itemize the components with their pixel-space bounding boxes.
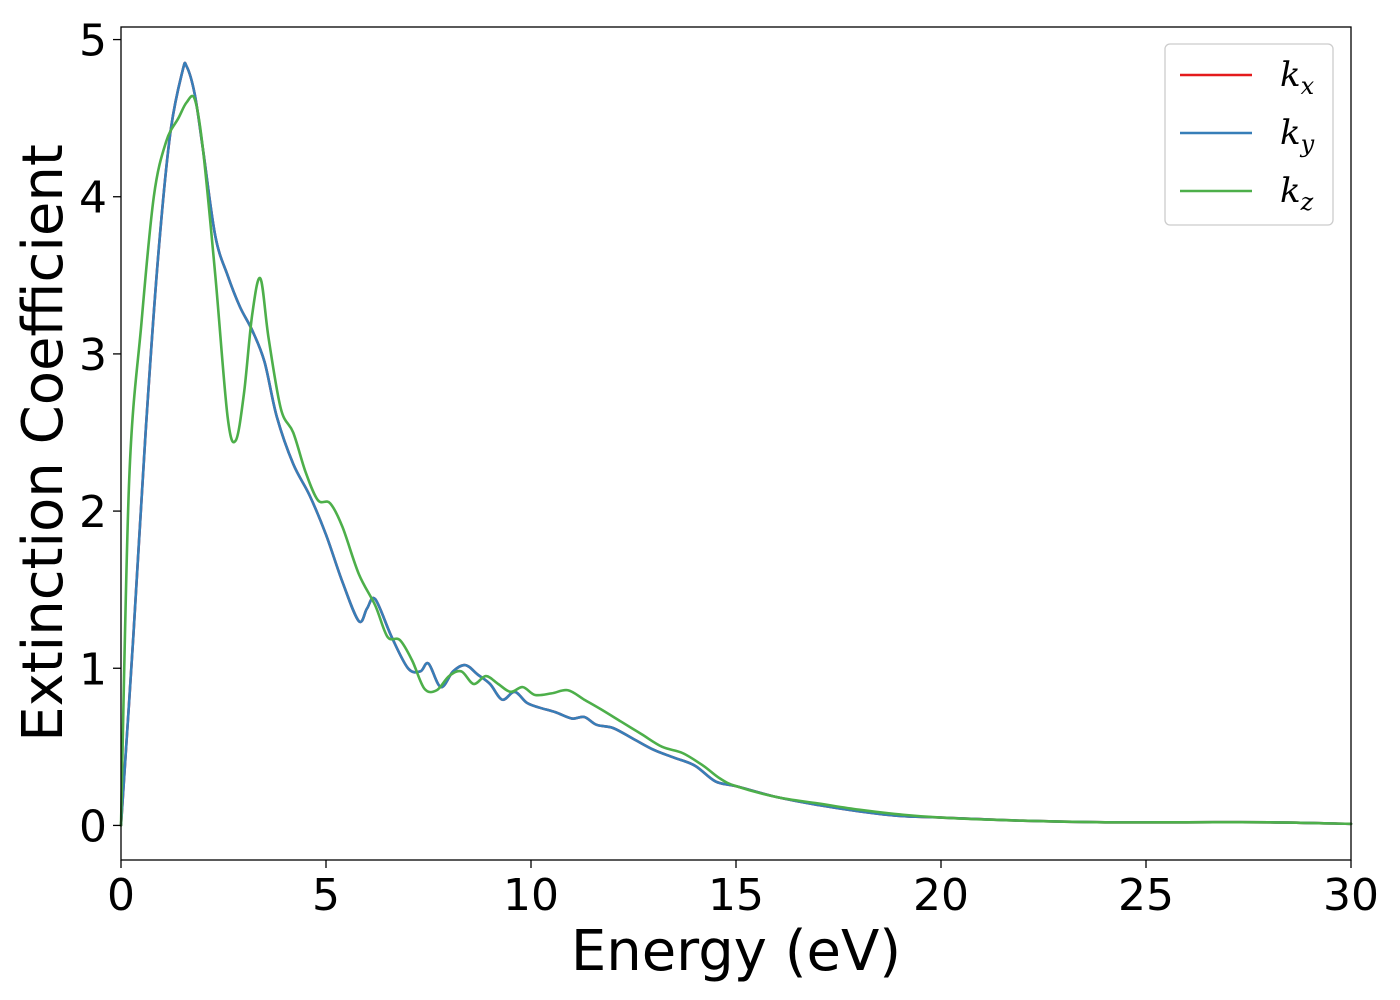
x-tick-label: 0 [107, 870, 135, 921]
legend-label-ky: ky [1280, 113, 1315, 158]
x-axis-ticks: 0 5 10 15 20 25 30 [107, 860, 1379, 921]
y-tick-label: 3 [79, 330, 107, 381]
legend-label-kz: kz [1280, 171, 1314, 216]
x-tick-label: 10 [503, 870, 559, 921]
x-tick-label: 20 [913, 870, 969, 921]
y-tick-label: 2 [79, 487, 107, 538]
series-line-kz [119, 94, 1353, 827]
x-tick-label: 15 [708, 870, 764, 921]
x-tick-label: 5 [312, 870, 340, 921]
x-axis-label: Energy (eV) [571, 919, 901, 984]
y-tick-label: 5 [79, 16, 107, 67]
y-axis-label: Extinction Coefficient [11, 144, 76, 742]
plot-lines [119, 61, 1353, 827]
x-tick-label: 30 [1323, 870, 1379, 921]
y-tick-label: 0 [79, 801, 107, 852]
legend: kx ky kz [1164, 43, 1334, 226]
y-tick-label: 1 [79, 644, 107, 695]
y-tick-label: 4 [79, 173, 107, 224]
x-tick-label: 25 [1118, 870, 1174, 921]
legend-label-kx: kx [1280, 55, 1315, 100]
y-axis-ticks: 0 1 2 3 4 5 [79, 16, 121, 852]
legend-box [1164, 43, 1334, 226]
